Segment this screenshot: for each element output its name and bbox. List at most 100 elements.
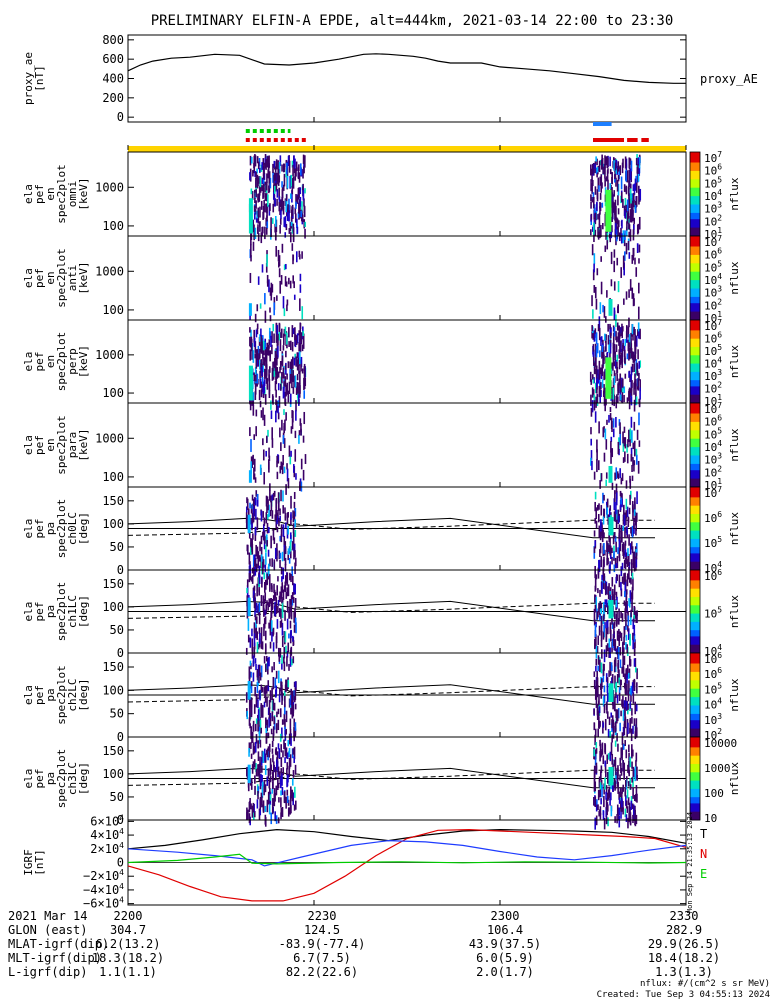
pa-spectrogram-pixel [604, 760, 607, 767]
pa-spectrogram-pixel [268, 803, 271, 815]
pa-spectrogram-pixel [260, 535, 263, 545]
pa-spectrogram-pixel [596, 611, 599, 620]
spectrogram-pixel [275, 358, 277, 372]
spectrogram-core [248, 198, 253, 234]
spectrogram-pixel [279, 280, 282, 294]
spectrogram-pixel [614, 222, 617, 235]
pa-spectrogram-pixel [281, 685, 283, 696]
pa-spectrogram-pixel [627, 722, 629, 735]
pa-spectrogram-pixel [634, 809, 636, 821]
spectrogram-pixel [638, 282, 640, 294]
colorbar-tick-exponent: 4 [717, 272, 722, 281]
spectrogram-pixel [263, 414, 266, 426]
spectrogram-pixel [250, 156, 253, 164]
spectrogram-pixel [632, 184, 635, 192]
pa-spectrogram-pixel [594, 604, 597, 613]
colorbar-tick-exponent: 3 [717, 285, 722, 294]
spectrogram-pixel [617, 473, 620, 480]
spectrogram-pixel [258, 158, 261, 167]
spectrogram-pixel [259, 359, 261, 370]
colorbar-cell [690, 584, 700, 588]
spectrogram-pixel [283, 422, 285, 432]
pa-spectrogram-pixel [289, 699, 292, 705]
pa-spectrogram-pixel [619, 793, 621, 802]
spectrogram-pixel [259, 378, 262, 389]
spectrogram-pixel [599, 160, 602, 166]
colorbar-cell [690, 269, 700, 273]
colorbar-cell [690, 442, 700, 446]
spectrogram-pixel [613, 190, 616, 197]
pa-spectrogram-pixel [613, 498, 616, 510]
colorbar-cell [690, 409, 700, 412]
axis-label-line: [keV] [77, 261, 90, 294]
spectrogram-pixel [614, 162, 617, 171]
pa-spectrogram-pixel [612, 591, 614, 603]
pa-spectrogram-pixel [281, 786, 284, 795]
spectrogram-pixel [632, 247, 635, 257]
colorbar-cell [690, 303, 700, 306]
pa-spectrogram-pixel [267, 768, 270, 779]
spectrogram-pixel [602, 427, 605, 438]
spectrogram-pixel [278, 261, 280, 268]
spectrogram-pixel [619, 380, 622, 393]
pa-spectrogram-pixel [626, 674, 628, 684]
pa-spectrogram-pixel [594, 491, 597, 500]
spectrogram-pixel [625, 226, 628, 237]
spectrogram-pixel [610, 327, 612, 336]
pa-spectrogram-pixel [263, 572, 266, 580]
colorbar-cell [690, 634, 700, 637]
spectrogram-pixel [253, 434, 256, 440]
spectrogram-pixel [600, 224, 602, 238]
spectrogram-pixel [273, 371, 276, 377]
spectrogram-core [608, 299, 613, 316]
pa-spectrogram-pixel [595, 574, 598, 580]
spectrogram-core [248, 470, 252, 483]
pa-spectrogram-pixel [597, 655, 600, 665]
pa-core [608, 683, 614, 702]
pa-spectrogram-pixel [261, 577, 263, 588]
spectrogram-pixel [256, 304, 259, 312]
colorbar-cell [690, 534, 700, 538]
y-tick-exponent: 4 [119, 841, 124, 850]
pa-spectrogram-pixel [294, 681, 297, 689]
colorbar-cell [690, 394, 700, 398]
pa-spectrogram-pixel [277, 766, 280, 775]
pa-spectrogram-pixel [600, 691, 603, 699]
pa-core [247, 597, 251, 617]
spectrogram-pixel [278, 161, 281, 174]
spectrogram-pixel [282, 200, 285, 211]
pa-spectrogram-pixel [609, 545, 612, 555]
pa-spectrogram-pixel [248, 748, 250, 757]
pa-spectrogram-pixel [290, 707, 292, 715]
colorbar-cell [690, 453, 700, 456]
pa-spectrogram-pixel [593, 722, 596, 731]
spectrogram-pixel [636, 362, 638, 375]
colorbar-cell [690, 707, 700, 711]
axis-label-line: ch1LC [66, 595, 79, 628]
spectrogram-pixel [621, 162, 624, 174]
colorbar-tick-exponent: 6 [717, 568, 722, 577]
spectrogram-pixel [634, 334, 636, 347]
pa-spectrogram-pixel [632, 766, 635, 777]
spectrogram-pixel [250, 329, 252, 338]
pa-spectrogram-pixel [278, 655, 281, 662]
pa-spectrogram-pixel [262, 781, 264, 788]
spectrogram-pixel [268, 279, 270, 293]
spectrogram-pixel [602, 222, 604, 230]
spectrogram-pixel [255, 189, 257, 198]
pa-spectrogram-pixel [263, 623, 265, 637]
pa-spectrogram-pixel [271, 740, 274, 748]
spectrogram-pixel [638, 244, 641, 253]
colorbar-tick-label: 105 [704, 681, 722, 696]
colorbar-cell [690, 346, 700, 350]
spectrogram-pixel [268, 185, 270, 194]
panel-igrf: 6×1044×1042×1040−2×104−4×104−6×104TNEMon… [83, 812, 707, 913]
pa-spectrogram-pixel [290, 786, 292, 798]
pa-spectrogram-pixel [255, 508, 257, 520]
spectrogram-pixel [593, 162, 595, 176]
spectrogram-pixel [289, 232, 292, 243]
colorbar-cell [690, 803, 700, 806]
pa-spectrogram-pixel [635, 785, 638, 796]
colorbar-cell [690, 615, 700, 619]
